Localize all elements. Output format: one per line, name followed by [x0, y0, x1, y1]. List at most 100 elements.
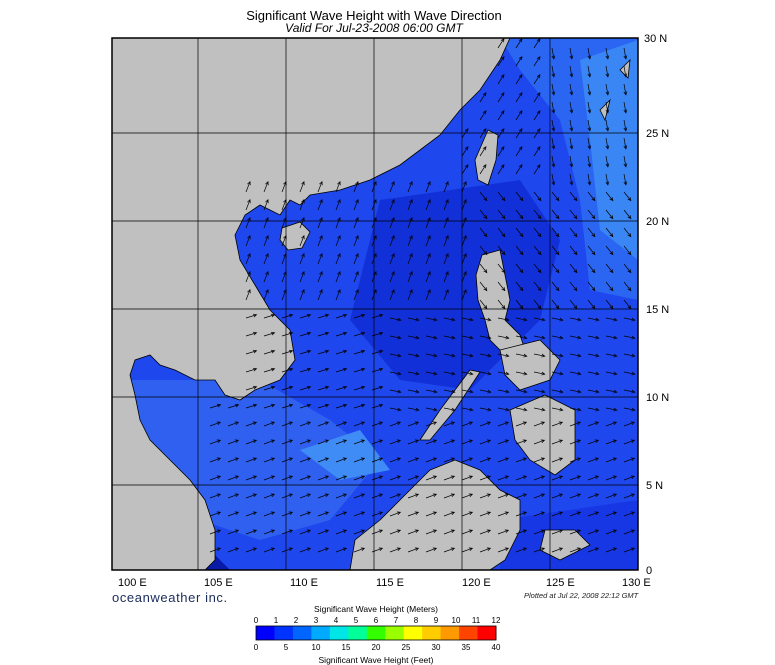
wave-arrow [281, 439, 293, 445]
wave-arrow [479, 457, 491, 463]
wave-arrow [605, 191, 614, 201]
wave-arrow-head [396, 547, 402, 551]
wave-arrow [605, 407, 617, 411]
wave-arrow-head [360, 313, 366, 318]
wave-arrow [497, 164, 505, 175]
wave-arrow [587, 511, 599, 517]
wave-arrow-head [576, 511, 582, 515]
colorbar-segment [366, 626, 386, 640]
wave-arrow [245, 217, 251, 229]
wave-arrow-head [486, 547, 492, 551]
wave-arrow [353, 289, 359, 301]
wave-arrow-head [551, 73, 556, 78]
wave-arrow-head [306, 313, 312, 318]
wave-arrow [407, 511, 419, 517]
wave-arrow [533, 74, 541, 85]
wave-arrow [389, 217, 395, 229]
wave-arrow [407, 289, 413, 301]
wave-arrow [587, 281, 596, 291]
wave-arrow-head [360, 331, 366, 336]
wave-arrow [551, 457, 563, 463]
wave-arrow-head [288, 493, 294, 497]
wave-arrow [461, 128, 469, 139]
wave-arrow-head [486, 493, 492, 497]
wave-arrow-head [482, 128, 487, 133]
wave-arrow-head [630, 439, 636, 443]
wave-arrow-head [265, 288, 269, 294]
colorbar-segment [329, 626, 349, 640]
wave-arrow-head [500, 92, 505, 97]
wave-arrow [245, 475, 257, 481]
wave-arrow [461, 199, 467, 211]
wave-arrow-head [301, 180, 305, 186]
wave-arrow [389, 457, 401, 463]
wave-arrow-head [522, 493, 528, 497]
wave-arrow [281, 457, 293, 463]
wave-arrow-head [541, 371, 546, 376]
wave-arrow [587, 407, 599, 411]
wave-arrow [497, 511, 509, 517]
wave-arrow [227, 493, 239, 499]
wave-arrow [317, 511, 329, 517]
wave-arrow [389, 493, 401, 499]
wave-arrow-head [518, 92, 523, 97]
wave-arrow-head [288, 439, 294, 443]
wave-arrow-head [536, 128, 541, 133]
wave-arrow-head [623, 163, 628, 168]
wave-arrow-head [555, 269, 560, 274]
wave-arrow-head [537, 233, 542, 238]
wave-arrow [335, 217, 341, 229]
oceanweather-brand: oceanweather inc. [112, 590, 228, 605]
colorbar-feet-tick: 10 [312, 643, 321, 652]
wave-arrow-head [518, 56, 523, 61]
wave-arrow [497, 371, 509, 375]
wave-arrow-head [396, 511, 402, 515]
wave-arrow [551, 191, 560, 201]
wave-arrow [605, 101, 609, 113]
wave-arrow-head [391, 198, 395, 204]
wave-arrow [569, 493, 581, 499]
wave-arrow [533, 56, 541, 67]
wave-arrow-head [505, 371, 510, 376]
wave-arrow [443, 547, 455, 553]
wave-arrow [353, 457, 365, 463]
colorbar-segment [459, 626, 479, 640]
wave-arrow [497, 146, 505, 157]
wave-arrow-head [500, 110, 505, 115]
wave-arrow [461, 511, 473, 517]
wave-arrow-head [468, 475, 474, 479]
wave-arrow [569, 353, 581, 357]
wave-arrow [551, 119, 555, 131]
wave-arrow [407, 493, 419, 499]
wave-arrow [389, 529, 401, 535]
wave-arrow [281, 475, 293, 481]
wave-arrow-head [483, 305, 488, 310]
wave-arrow [587, 227, 596, 237]
wave-arrow [497, 353, 509, 357]
wave-arrow [461, 493, 473, 499]
wave-arrow [353, 439, 365, 445]
wave-arrow [461, 271, 467, 283]
wave-arrow [497, 439, 509, 445]
wave-arrow [443, 181, 449, 193]
wave-arrow-head [559, 317, 564, 322]
wave-arrow-head [483, 197, 488, 202]
wave-arrow-head [427, 216, 431, 222]
wave-arrow-head [519, 287, 524, 292]
wave-arrow [245, 404, 257, 409]
wave-arrow [299, 511, 311, 517]
wave-arrow [569, 407, 581, 411]
colorbar-feet-tick: 0 [254, 643, 259, 652]
wave-arrow [407, 457, 419, 463]
wave-arrow [245, 332, 257, 337]
wave-arrow-head [569, 145, 574, 150]
wave-arrow-head [360, 529, 366, 533]
wave-arrow [353, 350, 365, 355]
wave-arrow-head [573, 287, 578, 292]
wave-arrow [245, 314, 257, 319]
wave-arrow-head [536, 146, 541, 151]
wave-arrow-head [605, 109, 610, 114]
wave-arrow-head [324, 331, 330, 336]
wave-arrow [605, 209, 614, 219]
wave-arrow-head [391, 180, 395, 186]
